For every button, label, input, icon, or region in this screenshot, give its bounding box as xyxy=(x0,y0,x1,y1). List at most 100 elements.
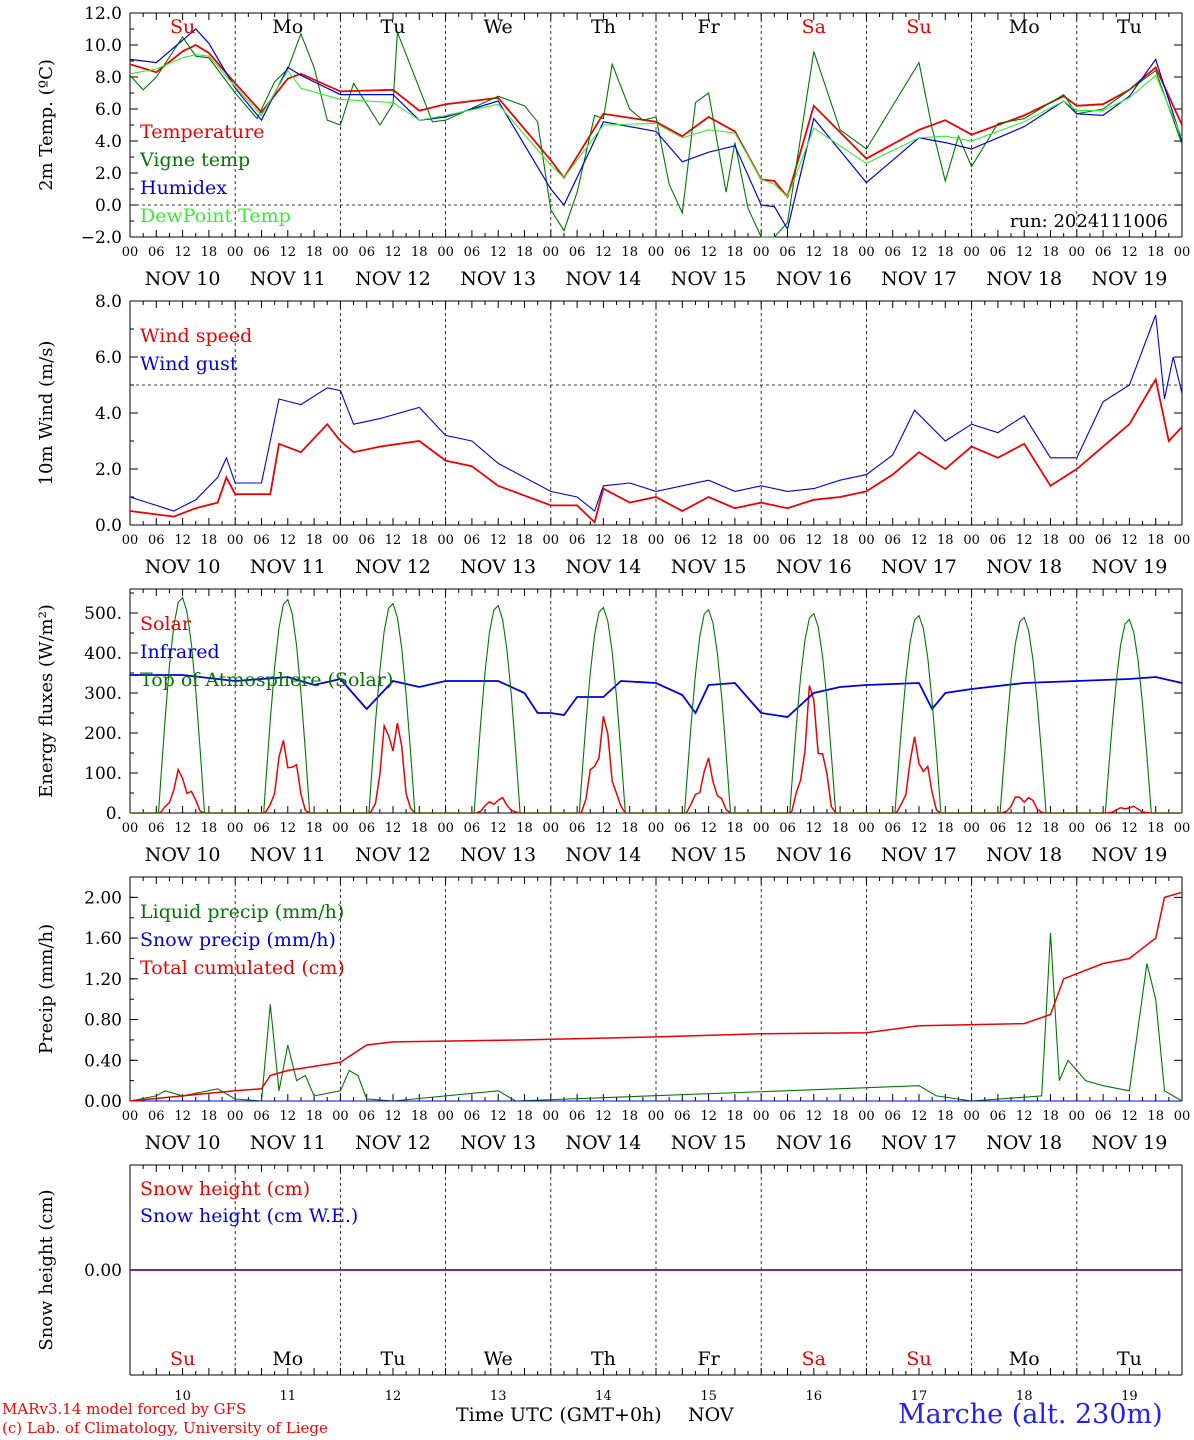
hour-tick-label: 12 xyxy=(595,821,612,836)
hour-tick-label: 12 xyxy=(806,533,823,548)
hour-tick-label: 00 xyxy=(332,245,349,260)
hour-tick-label: 12 xyxy=(1016,1109,1033,1124)
day-label: NOV 10 xyxy=(145,844,221,866)
lab-credit: (c) Lab. of Climatology, University of L… xyxy=(2,1419,328,1437)
hour-tick-label: 06 xyxy=(358,821,375,836)
hour-tick-label: 18 xyxy=(516,245,533,260)
day-label: NOV 16 xyxy=(776,556,852,578)
hour-tick-label: 12 xyxy=(911,245,928,260)
hour-tick-label: 00 xyxy=(437,1109,454,1124)
weekday-label: Mo xyxy=(272,1348,303,1370)
hour-tick-label: 18 xyxy=(306,821,323,836)
hour-tick-label: 12 xyxy=(911,1109,928,1124)
day-number-label: 18 xyxy=(1016,1389,1033,1404)
day-label: NOV 13 xyxy=(460,844,536,866)
legend-entry: Wind gust xyxy=(140,353,238,375)
day-label: NOV 15 xyxy=(671,1132,747,1154)
day-number-label: 13 xyxy=(490,1389,507,1404)
weekday-label: Mo xyxy=(272,16,303,38)
y-tick-label: 8.0 xyxy=(95,68,122,88)
weekday-label: Tu xyxy=(381,1348,406,1370)
hour-tick-label: 18 xyxy=(306,1109,323,1124)
hour-tick-label: 12 xyxy=(1121,533,1138,548)
day-label: NOV 14 xyxy=(565,268,641,290)
legend-entry: Liquid precip (mm/h) xyxy=(140,901,344,923)
day-label: NOV 14 xyxy=(565,556,641,578)
hour-tick-label: 00 xyxy=(648,1109,665,1124)
hour-tick-label: 06 xyxy=(358,1109,375,1124)
hour-tick-label: 00 xyxy=(648,533,665,548)
y-tick-label: 100. xyxy=(84,764,122,784)
hour-tick-label: 12 xyxy=(174,533,191,548)
hour-tick-label: 00 xyxy=(1069,821,1086,836)
hour-tick-label: 06 xyxy=(569,821,586,836)
weekday-label: We xyxy=(484,16,513,38)
day-label: NOV 18 xyxy=(986,1132,1062,1154)
y-tick-label: 6.0 xyxy=(95,348,122,368)
hour-tick-label: 18 xyxy=(832,245,849,260)
hour-tick-label: 12 xyxy=(806,821,823,836)
hour-tick-label: 06 xyxy=(884,533,901,548)
hour-tick-label: 06 xyxy=(990,533,1007,548)
day-label: NOV 16 xyxy=(776,268,852,290)
hour-tick-label: 00 xyxy=(753,245,770,260)
hour-tick-label: 12 xyxy=(280,533,297,548)
hour-tick-label: 06 xyxy=(569,1109,586,1124)
hour-tick-label: 06 xyxy=(779,1109,796,1124)
y-tick-label: 0.0 xyxy=(95,196,122,216)
day-label: NOV 10 xyxy=(145,556,221,578)
hour-tick-label: 18 xyxy=(1042,245,1059,260)
weekday-label: Su xyxy=(906,1348,931,1370)
hour-tick-label: 06 xyxy=(990,245,1007,260)
hour-tick-label: 18 xyxy=(1147,1109,1164,1124)
hour-tick-label: 06 xyxy=(253,245,270,260)
hour-tick-label: 12 xyxy=(385,245,402,260)
hour-tick-label: 18 xyxy=(201,1109,218,1124)
hour-tick-label: 00 xyxy=(332,533,349,548)
hour-tick-label: 12 xyxy=(1016,533,1033,548)
y-tick-label: 200. xyxy=(84,724,122,744)
weekday-label: Tu xyxy=(381,16,406,38)
y-axis-label: Precip (mm/h) xyxy=(36,924,57,1054)
hour-tick-label: 12 xyxy=(1121,1109,1138,1124)
weekday-label: Tu xyxy=(1117,16,1142,38)
hour-tick-label: 12 xyxy=(700,533,717,548)
weekday-label: Tu xyxy=(1117,1348,1142,1370)
hour-tick-label: 00 xyxy=(753,821,770,836)
y-tick-label: 0.00 xyxy=(84,1261,122,1281)
y-tick-label: 0.80 xyxy=(84,1011,122,1031)
hour-tick-label: 00 xyxy=(1174,245,1191,260)
hour-tick-label: 18 xyxy=(621,821,638,836)
hour-tick-label: 06 xyxy=(1095,1109,1112,1124)
hour-tick-label: 00 xyxy=(122,245,139,260)
weekday-label: Mo xyxy=(1009,1348,1040,1370)
hour-tick-label: 00 xyxy=(753,1109,770,1124)
day-label: NOV 13 xyxy=(460,556,536,578)
hour-tick-label: 18 xyxy=(621,1109,638,1124)
hour-tick-label: 06 xyxy=(884,245,901,260)
hour-tick-label: 06 xyxy=(148,821,165,836)
run-annotation: run: 2024111006 xyxy=(1010,211,1168,232)
hour-tick-label: 00 xyxy=(1174,1109,1191,1124)
hour-tick-label: 00 xyxy=(1069,245,1086,260)
hour-tick-label: 06 xyxy=(464,533,481,548)
hour-tick-label: 00 xyxy=(1069,533,1086,548)
hour-tick-label: 00 xyxy=(648,245,665,260)
hour-tick-label: 12 xyxy=(700,821,717,836)
hour-tick-label: 00 xyxy=(858,1109,875,1124)
hour-tick-label: 18 xyxy=(727,1109,744,1124)
series-line-wind-speed xyxy=(129,376,1183,524)
y-tick-label: 0. xyxy=(106,804,122,824)
model-credit: MARv3.14 model forced by GFS xyxy=(2,1400,247,1418)
legend-entry: Top of Atmosphere (Solar) xyxy=(140,669,393,691)
hour-tick-label: 12 xyxy=(700,1109,717,1124)
hour-tick-label: 18 xyxy=(516,1109,533,1124)
y-tick-label: 0.40 xyxy=(84,1051,122,1071)
day-label: NOV 18 xyxy=(986,844,1062,866)
hour-tick-label: 06 xyxy=(253,1109,270,1124)
day-label: NOV 15 xyxy=(671,556,747,578)
y-tick-label: 2.00 xyxy=(84,888,122,908)
hour-tick-label: 12 xyxy=(595,1109,612,1124)
hour-tick-label: 00 xyxy=(648,821,665,836)
hour-tick-label: 18 xyxy=(832,1109,849,1124)
